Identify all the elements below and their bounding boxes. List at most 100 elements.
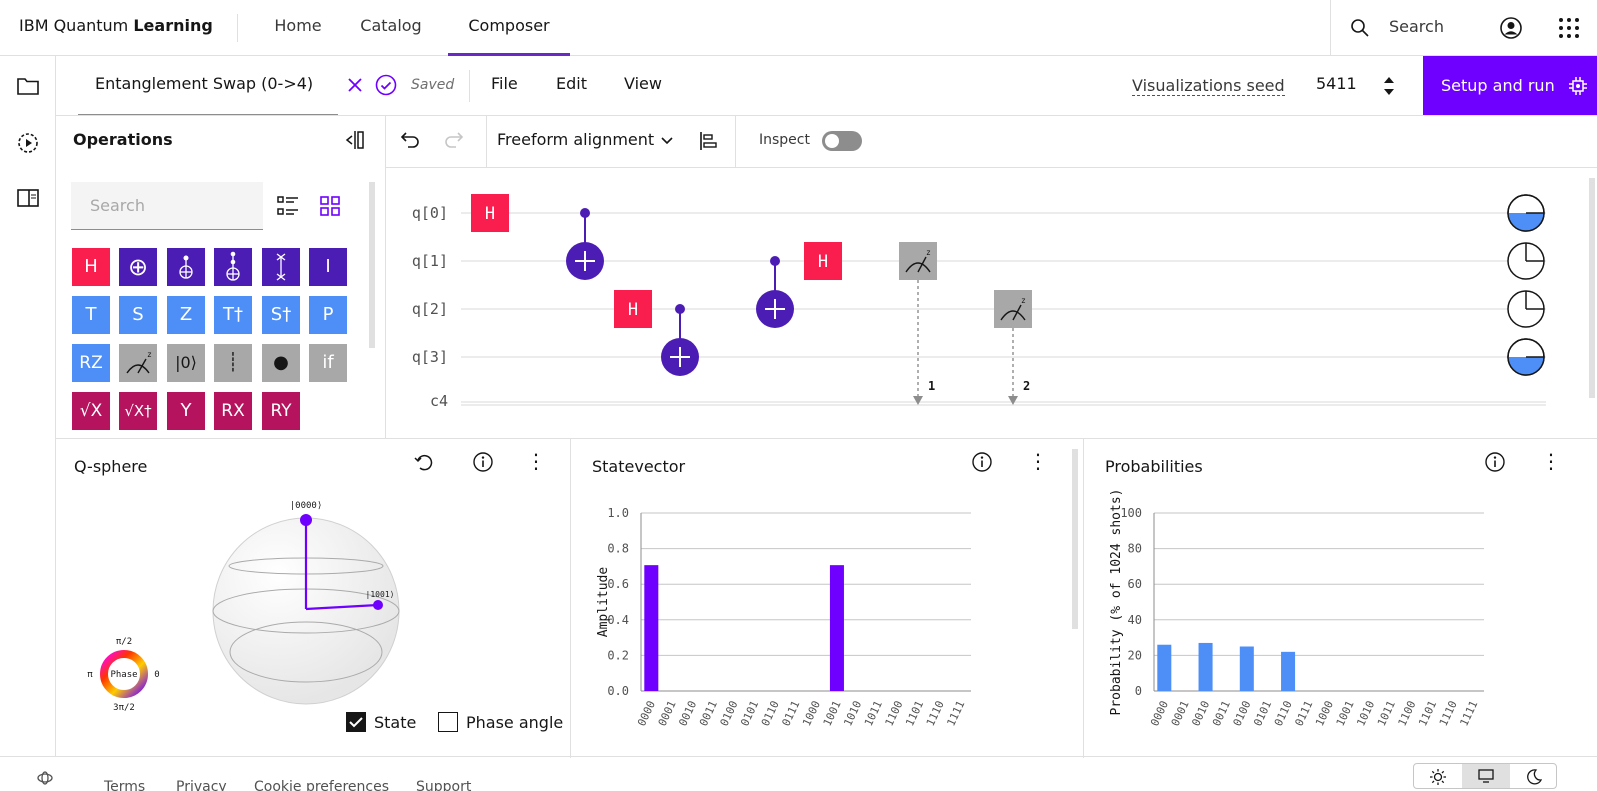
scrollbar[interactable] [369, 182, 375, 348]
circuit-gate-h[interactable]: H [471, 194, 509, 232]
gate-control[interactable]: ● [262, 344, 300, 382]
gate-sx[interactable]: √X [72, 392, 110, 430]
x-tick-label: 0001 [1169, 699, 1192, 729]
x-tick-label: 1111 [944, 699, 967, 729]
sun-icon[interactable] [1430, 769, 1446, 785]
gate-sdg[interactable]: S† [262, 296, 300, 334]
divider [237, 14, 238, 42]
circuit-gate-cnot[interactable] [756, 256, 794, 328]
gate-s[interactable]: S [119, 296, 157, 334]
grid-view-icon[interactable] [320, 196, 340, 216]
info-icon[interactable] [1485, 452, 1505, 472]
gate-reset[interactable]: |0⟩ [167, 344, 205, 382]
gate-z[interactable]: Z [167, 296, 205, 334]
system-theme-button[interactable] [1462, 764, 1510, 788]
operations-search-input[interactable]: Search [71, 182, 263, 230]
gate-barrier[interactable]: ┊ [214, 344, 252, 382]
footer-link-support[interactable]: Support [416, 779, 472, 791]
gate-not[interactable]: ⊕ [119, 248, 157, 286]
gate-y[interactable]: Y [167, 392, 205, 430]
menu-file[interactable]: File [491, 74, 518, 93]
gate-tdg[interactable]: T† [214, 296, 252, 334]
overflow-menu-icon[interactable]: ⋮ [526, 449, 546, 473]
reset-view-icon[interactable] [414, 452, 434, 472]
footer-link-cookie-preferences[interactable]: Cookie preferences [254, 779, 389, 791]
y-tick-label: 0 [1135, 684, 1142, 698]
run-history-icon[interactable] [17, 132, 39, 154]
footer-link-privacy[interactable]: Privacy [176, 779, 227, 791]
circuit-measure[interactable]: z1 [899, 242, 937, 405]
phase-angle-checkbox[interactable] [438, 712, 458, 732]
menu-edit[interactable]: Edit [556, 74, 587, 93]
y-tick-label: 80 [1128, 542, 1142, 556]
brand-logo[interactable]: IBM Quantum Learning [19, 16, 213, 35]
gate-identity[interactable]: I [309, 248, 347, 286]
statevector-chart: 0.00.20.40.60.81.00000000100100011010001… [596, 506, 971, 729]
overflow-menu-icon[interactable]: ⋮ [1541, 449, 1561, 473]
operations-panel: Operations Search H ⊕ I T S Z T† S† P RZ… [56, 116, 386, 438]
nav-home[interactable]: Home [274, 16, 322, 35]
undo-icon[interactable] [400, 131, 420, 149]
gate-sxdg[interactable]: √X† [119, 392, 157, 430]
file-tab[interactable]: Entanglement Swap (0->4) [78, 56, 338, 115]
info-icon[interactable] [972, 452, 992, 472]
seed-stepper-icon[interactable] [1383, 75, 1395, 97]
x-tick-label: 1010 [841, 699, 864, 729]
svg-text:z: z [1021, 296, 1026, 305]
gate-ry[interactable]: RY [262, 392, 300, 430]
collapse-panel-icon[interactable] [344, 130, 364, 150]
scrollbar[interactable] [1072, 449, 1078, 629]
gate-toffoli[interactable] [214, 248, 252, 286]
app-switcher-icon[interactable] [1558, 17, 1580, 39]
seed-value-input[interactable]: 5411 [1316, 74, 1357, 93]
inspect-toggle[interactable] [822, 131, 862, 151]
overflow-menu-icon[interactable]: ⋮ [1028, 449, 1048, 473]
file-tab-title: Entanglement Swap (0->4) [95, 74, 314, 93]
circuit-measure[interactable]: z2 [994, 290, 1032, 405]
moon-icon[interactable] [1526, 769, 1542, 785]
panel-toggle-icon[interactable] [17, 189, 39, 207]
setup-and-run-button[interactable]: Setup and run [1423, 56, 1597, 115]
brand-prefix: IBM Quantum [19, 16, 134, 35]
info-icon[interactable] [473, 452, 493, 472]
folder-icon[interactable] [17, 77, 39, 95]
menu-view[interactable]: View [624, 74, 662, 93]
gate-p[interactable]: P [309, 296, 347, 334]
seed-label[interactable]: Visualizations seed [1132, 76, 1285, 96]
classical-register-label: c4 [430, 392, 448, 410]
state-checkbox[interactable] [346, 712, 366, 732]
x-tick-label: 0000 [1148, 699, 1171, 729]
gate-swap[interactable] [262, 248, 300, 286]
footer-link-terms[interactable]: Terms [104, 779, 146, 791]
x-tick-label: 1111 [1457, 699, 1480, 729]
probabilities-chart: 0 20 40 60 80 100 0000000100100011010001010110… [1109, 489, 1484, 729]
gate-t[interactable]: T [72, 296, 110, 334]
gate-rx[interactable]: RX [214, 392, 252, 430]
circuit-gate-cnot[interactable] [566, 208, 604, 280]
circuit-gate-h[interactable]: H [804, 242, 842, 280]
gate-rz[interactable]: RZ [72, 344, 110, 382]
alignment-dropdown[interactable]: Freeform alignment [487, 116, 683, 168]
circuit-gate-h[interactable]: H [614, 290, 652, 328]
gate-measure[interactable]: z [119, 344, 157, 382]
redo-icon[interactable] [444, 131, 464, 149]
statevector-panel: Statevector ⋮ 0.0 0.2 0.4 0.6 0.8 1.0 0000 0001… [571, 438, 1084, 758]
user-avatar-icon[interactable] [1500, 17, 1522, 39]
scrollbar[interactable] [1589, 178, 1595, 398]
list-view-icon[interactable] [277, 196, 299, 216]
nav-composer[interactable]: Composer [448, 0, 570, 56]
search-label: Search [1389, 17, 1444, 36]
nav-catalog[interactable]: Catalog [360, 16, 422, 35]
x-tick-label: 0111 [1292, 699, 1315, 729]
gate-cnot[interactable] [167, 248, 205, 286]
gate-if[interactable]: if [309, 344, 347, 382]
global-search[interactable]: Search [1330, 0, 1480, 56]
circuit-gate-cnot[interactable] [661, 304, 699, 376]
close-icon[interactable] [348, 78, 362, 92]
align-left-icon[interactable] [700, 131, 718, 151]
qsphere-visual[interactable]: |0000⟩ |1001⟩ [206, 499, 406, 709]
phase-label-left: π [87, 670, 93, 680]
circuit-diagram[interactable]: q[0] q[1] q[2] q[3] c4 H H H z1 z2 [386, 168, 1597, 438]
gate-h[interactable]: H [72, 248, 110, 286]
